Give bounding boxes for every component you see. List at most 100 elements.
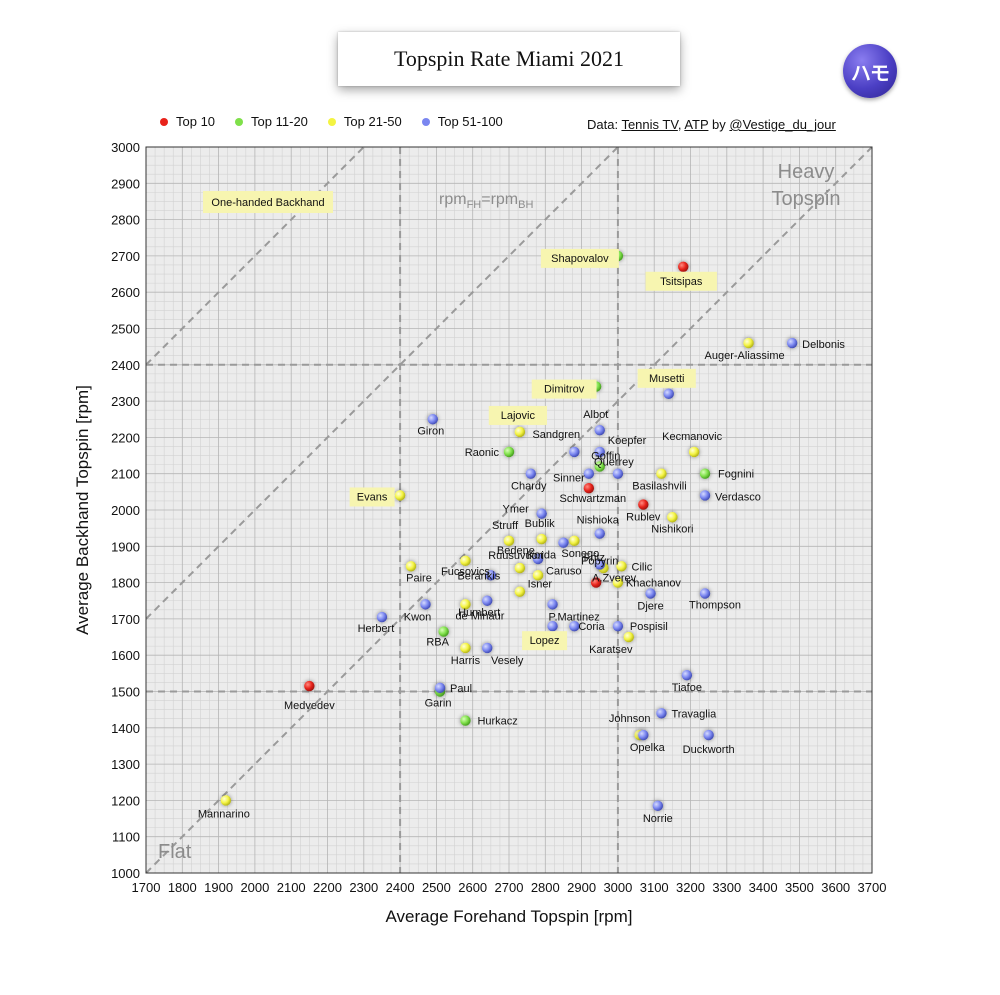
- point-sinner: [583, 468, 595, 479]
- label-duckworth: Duckworth: [683, 744, 735, 756]
- y-tick-label: 1400: [111, 721, 140, 736]
- point-berankis: [485, 570, 497, 581]
- point-basilashvili: [656, 468, 667, 479]
- label-fritz: Fritz: [584, 552, 605, 564]
- label-lajovic: Lajovic: [501, 410, 536, 422]
- point-raonic: [503, 446, 515, 458]
- label-auger-aliassime: Auger-Aliassime: [705, 350, 785, 362]
- point-rba: [438, 626, 449, 637]
- label-fucsovics: Fucsovics: [441, 566, 490, 578]
- label-korda: Korda: [527, 550, 557, 562]
- annotation-rpm-eq: =rpm: [481, 191, 518, 208]
- point-norrie: [652, 800, 664, 812]
- legend-label: Top 10: [176, 114, 216, 129]
- point-mannarino: [220, 795, 232, 806]
- y-tick-label: 1600: [111, 648, 140, 663]
- label-p-martinez: P.Martinez: [549, 611, 600, 623]
- y-tick-label: 1100: [112, 830, 140, 845]
- legend-dot-icon: [327, 117, 336, 126]
- x-tick-label: 2300: [349, 880, 378, 895]
- point-sandgren: [569, 446, 580, 458]
- y-tick-label: 3000: [111, 140, 140, 155]
- y-axis-label: Average Backhand Topspin [rpm]: [73, 385, 92, 635]
- one-handed-highlight: [645, 271, 717, 291]
- label-medvedev: Medvedev: [284, 700, 335, 712]
- y-tick-label: 2900: [111, 176, 140, 191]
- label-isner: Isner: [528, 579, 553, 591]
- x-tick-label: 1900: [204, 880, 233, 895]
- annotation-rpm-sub-bh: BH: [518, 199, 533, 211]
- annotation-topspin: Topspin: [772, 188, 841, 210]
- point-cilic: [616, 561, 627, 572]
- point-korda: [558, 537, 569, 548]
- y-tick-label: 1000: [111, 866, 140, 881]
- y-tick-label: 2800: [111, 213, 140, 228]
- label-paire: Paire: [406, 572, 432, 584]
- reference-line-diagonal: [146, 147, 872, 873]
- x-tick-label: 3000: [603, 880, 632, 895]
- label-a-zverev: A.Zverev: [592, 573, 637, 585]
- point-ymer: [536, 508, 547, 519]
- x-tick-label: 3600: [821, 880, 850, 895]
- label-tsitsipas: Tsitsipas: [660, 276, 703, 288]
- point-schwartzman: [583, 483, 595, 494]
- label-paul: Paul: [450, 683, 472, 695]
- x-tick-label: 3700: [858, 880, 887, 895]
- one-handed-highlight: [349, 487, 395, 507]
- point-delbonis: [786, 337, 798, 349]
- point-herbert: [376, 611, 388, 623]
- y-tick-label: 2200: [111, 430, 140, 445]
- point-kecmanovic: [688, 446, 700, 458]
- label-popyrin: Popyrin: [581, 555, 618, 567]
- label-bublik: Bublik: [525, 518, 555, 530]
- point-koepfer: [594, 446, 605, 458]
- reference-lines: [146, 147, 872, 873]
- label-garin: Garin: [425, 698, 452, 710]
- label-tiafoe: Tiafoe: [672, 682, 702, 694]
- annotation-heavy: Heavy: [778, 161, 835, 183]
- credit-link-author[interactable]: @Vestige_du_jour: [729, 117, 836, 132]
- point-ruusuvuori: [532, 553, 544, 565]
- label-musetti: Musetti: [649, 373, 684, 385]
- label-chardy: Chardy: [511, 481, 547, 493]
- label-giron: Giron: [417, 425, 444, 437]
- point-lajovic: [514, 426, 526, 438]
- point-verdasco: [699, 490, 711, 501]
- label-kecmanovic: Kecmanovic: [662, 431, 722, 443]
- point-khachanov: [612, 577, 624, 588]
- label-khachanov: Khachanov: [626, 578, 682, 590]
- point-medvedev: [304, 680, 315, 692]
- legend-label: Top 11-20: [251, 114, 308, 129]
- y-tick-label: 1800: [111, 576, 140, 591]
- y-tick-label: 1700: [111, 612, 140, 627]
- point-tiafoe: [681, 669, 693, 681]
- label-delbonis: Delbonis: [802, 339, 845, 351]
- label-koepfer: Koepfer: [608, 435, 647, 447]
- label-hurkacz: Hurkacz: [477, 716, 517, 728]
- label-querrey: Querrey: [594, 457, 634, 469]
- point-bublik: [536, 533, 547, 545]
- point-isner: [514, 586, 526, 597]
- point-chardy: [525, 468, 536, 479]
- point-sonego: [569, 535, 580, 547]
- credit-separator: ,: [677, 117, 685, 132]
- hamo-logo-icon: ハモ: [843, 44, 897, 98]
- point-musetti: [663, 388, 674, 400]
- point-karatsev: [623, 631, 634, 643]
- y-tick-label: 1300: [111, 757, 140, 772]
- x-tick-label: 1700: [132, 880, 161, 895]
- data-credit: Data: Tennis TV, ATP by @Vestige_du_jour: [587, 117, 836, 132]
- x-tick-label: 3500: [785, 880, 814, 895]
- label-harris: Harris: [451, 655, 481, 667]
- label-caruso: Caruso: [546, 565, 581, 577]
- point-labels: Medvedev Tsitsipas Rublev Schwartzman A.Zver…: [198, 248, 845, 825]
- point-harris: [460, 642, 471, 654]
- annotation-rpm-base: rpm: [439, 191, 467, 208]
- point-giron: [427, 414, 438, 425]
- y-tick-label: 2500: [111, 322, 140, 337]
- label-kwon: Kwon: [404, 611, 432, 623]
- credit-link-tennis-tv[interactable]: Tennis TV: [621, 117, 678, 132]
- credit-link-atp[interactable]: ATP: [684, 117, 709, 132]
- x-axis-label: Average Forehand Topspin [rpm]: [386, 907, 633, 926]
